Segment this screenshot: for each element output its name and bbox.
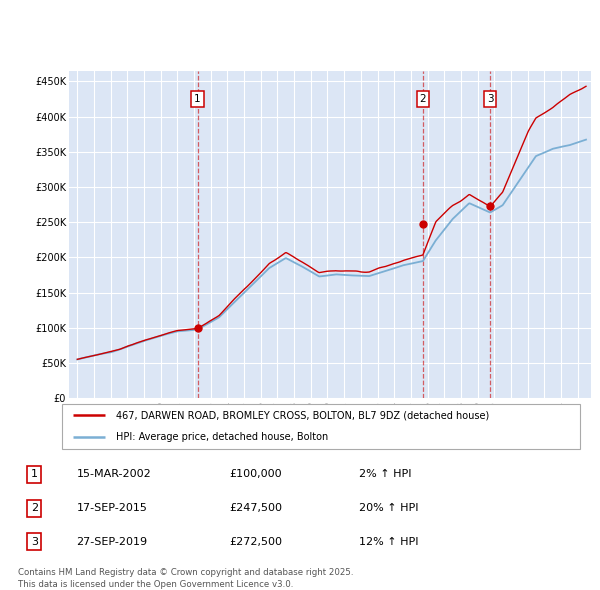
- Text: 2% ↑ HPI: 2% ↑ HPI: [359, 470, 412, 480]
- Text: £247,500: £247,500: [229, 503, 283, 513]
- FancyBboxPatch shape: [62, 404, 580, 449]
- Text: 1: 1: [194, 94, 201, 104]
- Text: 2: 2: [31, 503, 38, 513]
- Text: 467, DARWEN ROAD, BROMLEY CROSS, BOLTON, BL7 9DZ (detached house): 467, DARWEN ROAD, BROMLEY CROSS, BOLTON,…: [116, 410, 489, 420]
- Text: 2: 2: [419, 94, 426, 104]
- Text: HPI: Average price, detached house, Bolton: HPI: Average price, detached house, Bolt…: [116, 432, 328, 442]
- Text: £272,500: £272,500: [229, 537, 283, 547]
- Text: £100,000: £100,000: [229, 470, 282, 480]
- Text: 15-MAR-2002: 15-MAR-2002: [77, 470, 151, 480]
- Text: 3: 3: [31, 537, 38, 547]
- Text: 3: 3: [487, 94, 493, 104]
- Text: Contains HM Land Registry data © Crown copyright and database right 2025.
This d: Contains HM Land Registry data © Crown c…: [18, 568, 353, 589]
- Text: 1: 1: [31, 470, 38, 480]
- Text: 17-SEP-2015: 17-SEP-2015: [77, 503, 148, 513]
- Text: 12% ↑ HPI: 12% ↑ HPI: [359, 537, 418, 547]
- Text: 20% ↑ HPI: 20% ↑ HPI: [359, 503, 418, 513]
- Text: 27-SEP-2019: 27-SEP-2019: [77, 537, 148, 547]
